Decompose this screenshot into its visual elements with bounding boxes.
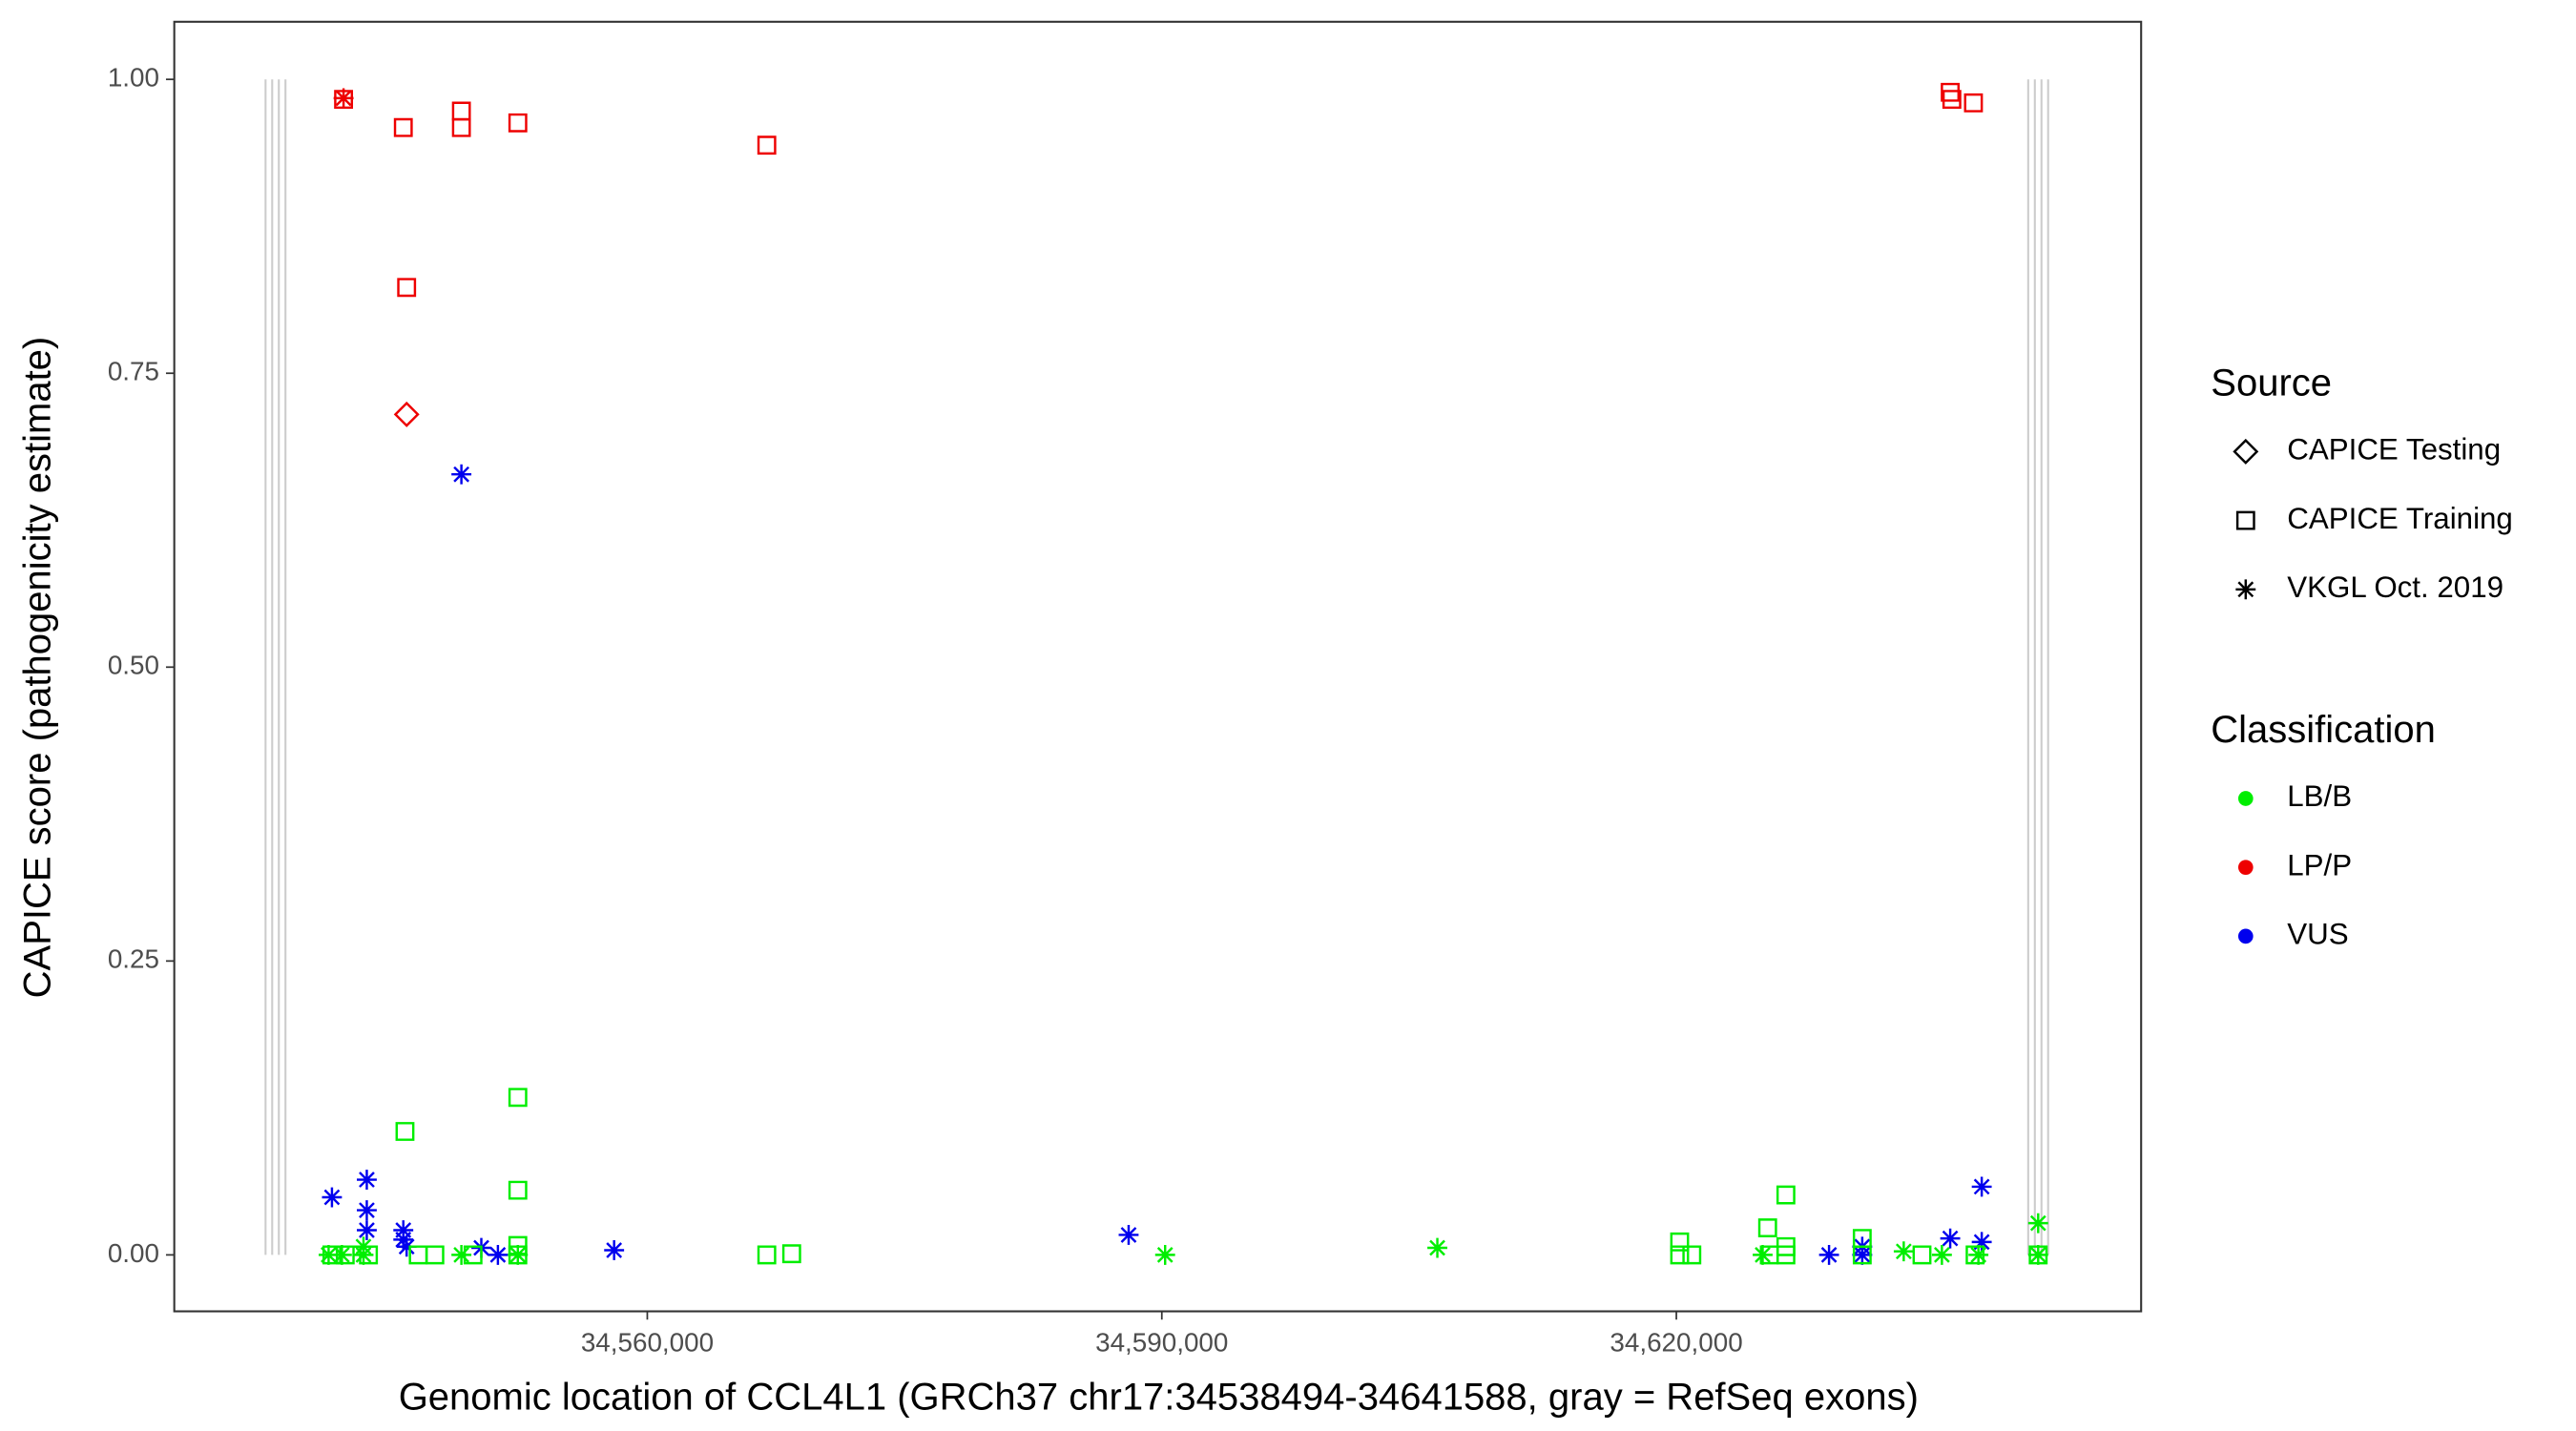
point bbox=[397, 278, 417, 298]
legend-symbol bbox=[2235, 579, 2256, 600]
x-tick-label: 34,620,000 bbox=[1610, 1328, 1742, 1358]
point bbox=[451, 1244, 472, 1265]
point bbox=[1931, 1244, 1952, 1265]
point bbox=[757, 135, 777, 156]
point bbox=[322, 1187, 343, 1208]
legend-symbol bbox=[2237, 791, 2254, 806]
legend-title: Classification bbox=[2211, 709, 2436, 751]
legend-label: LP/P bbox=[2287, 848, 2352, 881]
point bbox=[451, 464, 472, 485]
point bbox=[1753, 1244, 1773, 1265]
point bbox=[1427, 1237, 1447, 1258]
point bbox=[393, 117, 413, 137]
point bbox=[395, 1122, 415, 1141]
point bbox=[335, 1245, 355, 1265]
point bbox=[1893, 1241, 1914, 1262]
point bbox=[488, 1244, 509, 1265]
point bbox=[1852, 1244, 1873, 1265]
point bbox=[1942, 90, 1962, 110]
legend-symbol bbox=[2235, 510, 2255, 530]
legend-title: Source bbox=[2211, 362, 2332, 404]
y-tick-label: 0.25 bbox=[108, 944, 159, 974]
point bbox=[396, 1236, 417, 1257]
point bbox=[1682, 1245, 1702, 1265]
point bbox=[2027, 1213, 2048, 1234]
point bbox=[1818, 1244, 1839, 1265]
point bbox=[2028, 1245, 2048, 1265]
y-axis-title: CAPICE score (pathogenicity estimate) bbox=[16, 337, 58, 999]
legend-label: CAPICE Training bbox=[2287, 502, 2513, 535]
point bbox=[331, 1244, 352, 1265]
point bbox=[757, 1245, 777, 1265]
point bbox=[604, 1240, 625, 1260]
legend-symbol bbox=[2237, 928, 2254, 944]
point bbox=[451, 101, 471, 121]
point bbox=[359, 1245, 379, 1265]
point bbox=[425, 1245, 445, 1265]
point bbox=[508, 1088, 528, 1108]
point bbox=[357, 1220, 377, 1240]
legend-label: LB/B bbox=[2287, 779, 2352, 813]
point bbox=[334, 90, 354, 110]
point bbox=[1968, 1244, 1989, 1265]
y-tick-label: 1.00 bbox=[108, 63, 159, 93]
y-tick-label: 0.50 bbox=[108, 651, 159, 680]
point bbox=[1670, 1245, 1690, 1265]
point bbox=[357, 1200, 377, 1221]
point bbox=[1776, 1245, 1796, 1265]
y-tick-label: 0.00 bbox=[108, 1238, 159, 1268]
point bbox=[1757, 1218, 1777, 1237]
legend-label: CAPICE Testing bbox=[2287, 433, 2501, 467]
point bbox=[1963, 93, 1984, 113]
point bbox=[1941, 82, 1961, 102]
point bbox=[333, 88, 354, 109]
plot-border bbox=[173, 20, 2143, 1313]
x-axis-title: Genomic location of CCL4L1 (GRCh37 chr17… bbox=[399, 1376, 1919, 1418]
legend-label: VUS bbox=[2287, 918, 2348, 951]
point bbox=[357, 1170, 377, 1190]
y-tick-label: 0.75 bbox=[108, 357, 159, 386]
point bbox=[1670, 1232, 1690, 1252]
point bbox=[1965, 1245, 1985, 1265]
point bbox=[1118, 1225, 1139, 1245]
point bbox=[463, 1245, 483, 1265]
x-tick-label: 34,590,000 bbox=[1095, 1328, 1228, 1358]
point bbox=[781, 1244, 801, 1264]
point bbox=[508, 1180, 528, 1200]
point bbox=[1154, 1244, 1175, 1265]
point bbox=[451, 117, 471, 137]
point bbox=[393, 1229, 414, 1250]
point bbox=[318, 1244, 339, 1265]
legend-label: VKGL Oct. 2019 bbox=[2287, 570, 2503, 604]
point bbox=[393, 401, 420, 427]
legend-symbol bbox=[2237, 860, 2254, 876]
point bbox=[1852, 1245, 1872, 1265]
point bbox=[1971, 1176, 1992, 1197]
point bbox=[1971, 1232, 1992, 1253]
point bbox=[1940, 1228, 1961, 1249]
point bbox=[408, 1245, 428, 1265]
point bbox=[1912, 1245, 1932, 1265]
point bbox=[508, 1245, 528, 1265]
x-tick-label: 34,560,000 bbox=[581, 1328, 714, 1358]
point bbox=[1776, 1185, 1796, 1205]
point bbox=[508, 113, 528, 133]
point bbox=[2027, 1244, 2048, 1265]
legend-symbol bbox=[2233, 438, 2259, 465]
